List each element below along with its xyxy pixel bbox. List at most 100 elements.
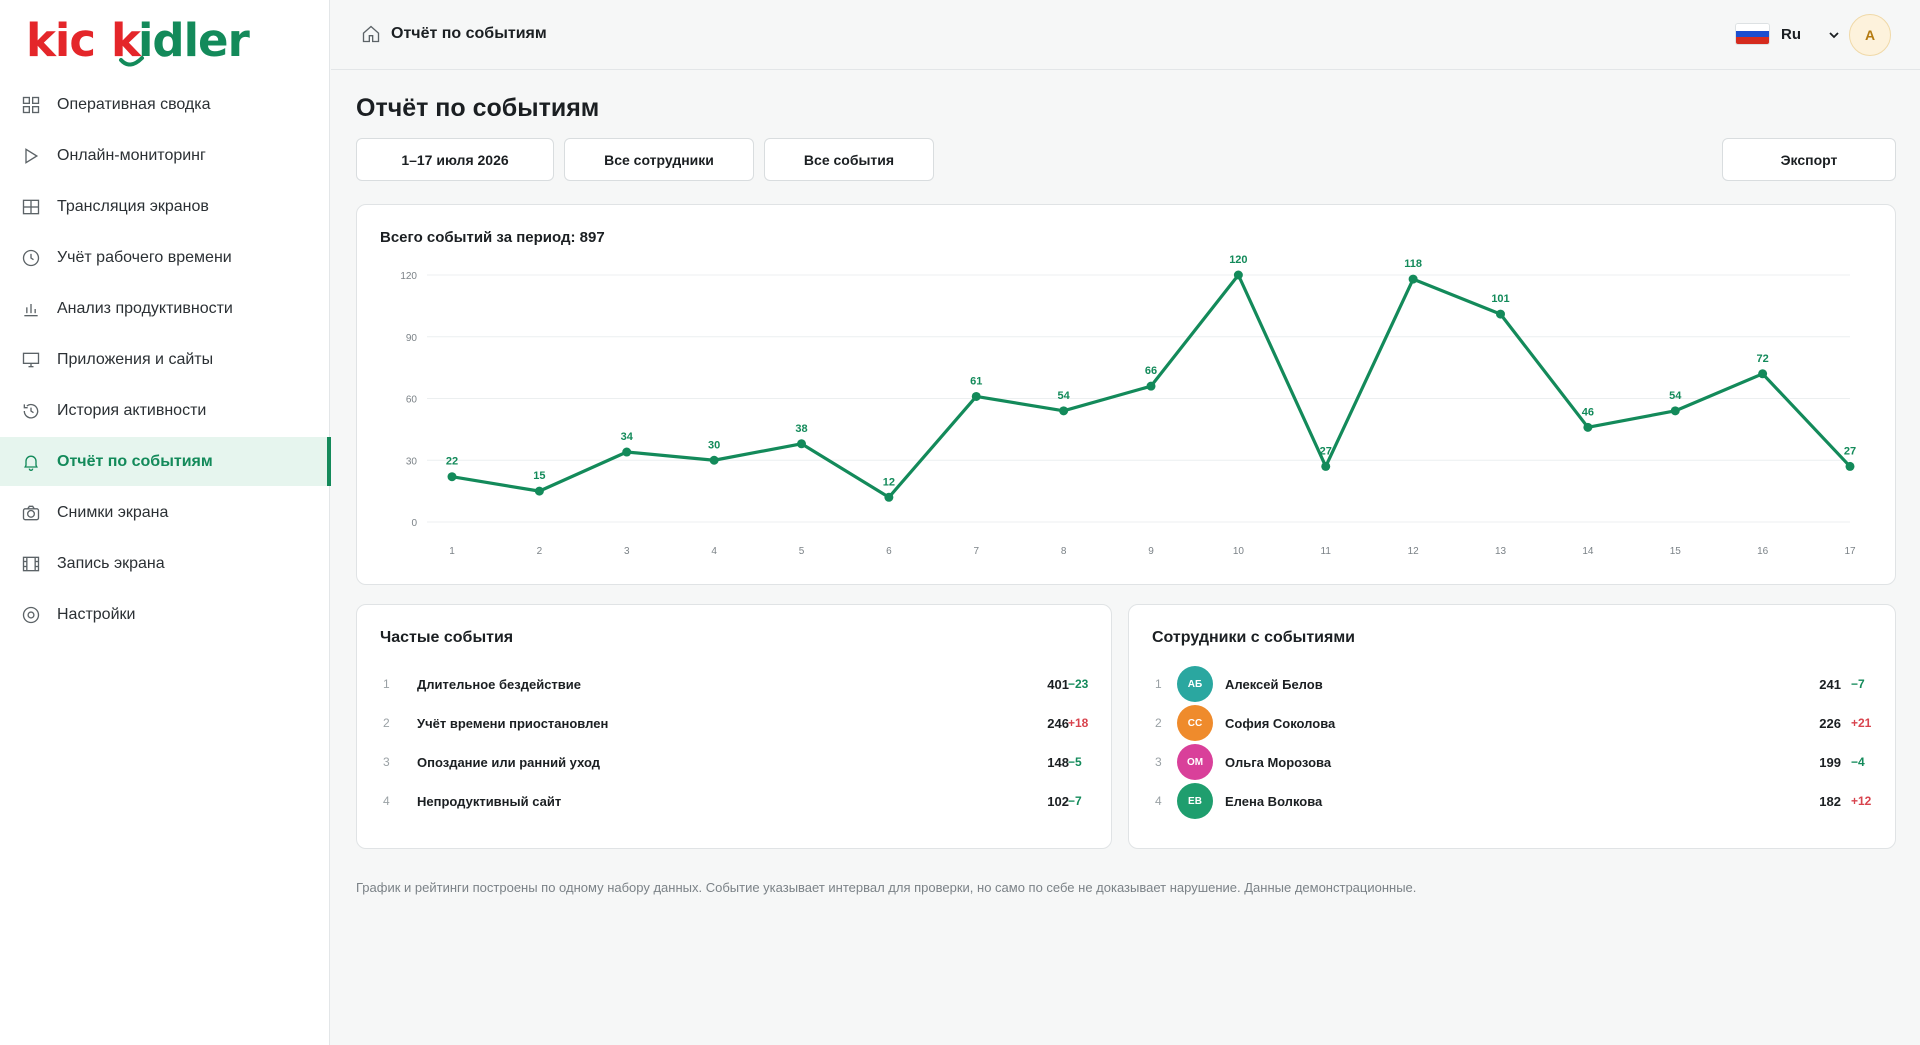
event-name: Учёт времени приостановлен <box>417 715 609 731</box>
employee-name: Елена Волкова <box>1225 793 1323 809</box>
data-label: 30 <box>708 439 720 451</box>
x-tick-label: 15 <box>1670 546 1682 557</box>
russia-flag-icon <box>1736 24 1769 44</box>
sidebar-item-label: Трансляция экранов <box>57 197 209 215</box>
data-point <box>1670 406 1680 416</box>
play-icon <box>20 145 42 167</box>
employee-row[interactable]: 3 ОМ Ольга Морозова 199 −4 <box>1129 744 1895 780</box>
data-point <box>622 447 632 457</box>
data-point <box>1758 369 1768 379</box>
topbar: Отчёт по событиям Ru А <box>331 0 1920 70</box>
y-tick-label: 120 <box>400 271 417 282</box>
event-count: 102 <box>1047 793 1069 809</box>
x-tick-label: 9 <box>1148 546 1154 557</box>
y-tick-label: 90 <box>406 333 418 344</box>
x-tick-label: 13 <box>1495 546 1507 557</box>
date-range-filter[interactable]: 1–17 июля 2026 <box>356 138 554 181</box>
sidebar-item-label: Запись экрана <box>57 554 165 572</box>
film-icon <box>20 553 42 575</box>
rank-number: 3 <box>1155 755 1162 769</box>
bell-icon <box>20 451 42 473</box>
sidebar-item-monitor[interactable]: Приложения и сайты <box>0 335 330 384</box>
data-point <box>971 391 981 401</box>
language-selector[interactable]: Ru <box>1736 24 1801 44</box>
sidebar-item-film[interactable]: Запись экрана <box>0 539 330 588</box>
camera-icon <box>20 502 42 524</box>
sidebar-item-play[interactable]: Онлайн-мониторинг <box>0 131 330 180</box>
employees-filter[interactable]: Все сотрудники <box>564 138 754 181</box>
sidebar-item-settings[interactable]: Настройки <box>0 590 330 639</box>
frequent-event-row[interactable]: 1 Длительное бездействие 401 −23 <box>357 666 1111 702</box>
event-delta: −5 <box>1068 755 1082 769</box>
data-label: 27 <box>1844 445 1856 457</box>
sidebar-item-screens[interactable]: Трансляция экранов <box>0 182 330 231</box>
sidebar-item-history[interactable]: История активности <box>0 386 330 435</box>
event-name: Опоздание или ранний уход <box>417 754 601 770</box>
chevron-down-icon[interactable] <box>1827 28 1841 42</box>
employee-row[interactable]: 4 ЕВ Елена Волкова 182 +12 <box>1129 783 1895 819</box>
events-filter[interactable]: Все события <box>764 138 934 181</box>
data-point <box>1146 381 1156 391</box>
x-tick-label: 11 <box>1321 546 1332 557</box>
sidebar-item-bar-chart[interactable]: Анализ продуктивности <box>0 284 330 333</box>
data-label: 46 <box>1582 406 1594 418</box>
employee-avatar: ЕВ <box>1177 783 1213 819</box>
sidebar-item-label: Приложения и сайты <box>57 350 214 368</box>
employee-row[interactable]: 1 АБ Алексей Белов 241 −7 <box>1129 666 1895 702</box>
employee-delta: +21 <box>1851 716 1872 730</box>
data-point <box>1059 406 1069 416</box>
event-count: 148 <box>1047 754 1069 770</box>
employee-count: 241 <box>1819 676 1841 692</box>
employee-count: 182 <box>1819 793 1841 809</box>
events-chart-card: Всего событий за период: 897 0 30 60 90 120 1… <box>356 204 1896 585</box>
employees-events-card: Сотрудники с событиями 1 АБ Алексей Белов 2… <box>1128 604 1896 849</box>
sidebar-item-bell[interactable]: Отчёт по событиям <box>0 437 331 486</box>
data-label: 54 <box>1058 390 1071 402</box>
sidebar-item-grid[interactable]: Оперативная сводка <box>0 80 330 129</box>
event-delta: +18 <box>1068 716 1089 730</box>
employee-delta: +12 <box>1851 794 1872 808</box>
rank-number: 2 <box>1155 716 1162 730</box>
frequent-event-row[interactable]: 4 Непродуктивный сайт 102 −7 <box>357 783 1111 819</box>
chart-title: Всего событий за период: 897 <box>380 229 605 246</box>
sidebar-item-camera[interactable]: Снимки экрана <box>0 488 330 537</box>
rank-number: 4 <box>1155 794 1162 808</box>
frequent-events-title: Частые события <box>380 629 514 646</box>
x-tick-label: 2 <box>537 546 543 557</box>
event-count: 401 <box>1047 676 1069 692</box>
screens-icon <box>20 196 42 218</box>
rank-number: 3 <box>383 755 390 769</box>
svg-text:kic: kic <box>26 14 95 67</box>
data-label: 12 <box>883 476 895 488</box>
rank-number: 4 <box>383 794 390 808</box>
event-count: 246 <box>1047 715 1069 731</box>
data-point <box>1408 274 1418 284</box>
language-label: Ru <box>1781 25 1801 43</box>
event-delta: −7 <box>1068 794 1082 808</box>
x-tick-label: 7 <box>973 546 979 557</box>
sidebar-item-label: Онлайн-мониторинг <box>57 146 206 164</box>
employee-avatar: АБ <box>1177 666 1213 702</box>
employee-name: София Соколова <box>1225 715 1336 731</box>
export-button[interactable]: Экспорт <box>1722 138 1896 181</box>
employee-delta: −7 <box>1851 677 1865 691</box>
footnote: График и рейтинги построены по одному на… <box>356 880 1417 895</box>
y-tick-label: 30 <box>406 456 418 467</box>
x-tick-label: 17 <box>1844 546 1856 557</box>
employee-row[interactable]: 2 СС София Соколова 226 +21 <box>1129 705 1895 741</box>
data-label: 22 <box>446 456 458 468</box>
user-avatar[interactable]: А <box>1849 14 1891 56</box>
grid-icon <box>20 94 42 116</box>
frequent-events-card: Частые события 1 Длительное бездействие 40… <box>356 604 1112 849</box>
sidebar-nav: Оперативная сводка Онлайн-мониторинг Транс… <box>0 80 331 641</box>
data-label: 72 <box>1757 353 1769 365</box>
frequent-event-row[interactable]: 2 Учёт времени приостановлен 246 +18 <box>357 705 1111 741</box>
sidebar-item-clock[interactable]: Учёт рабочего времени <box>0 233 330 282</box>
home-icon[interactable] <box>361 24 381 44</box>
data-point <box>1845 461 1855 471</box>
history-icon <box>20 400 42 422</box>
sidebar-item-label: Настройки <box>57 605 136 623</box>
sidebar-item-label: Отчёт по событиям <box>57 452 213 470</box>
kickidler-logo[interactable]: kic k idler <box>26 10 256 72</box>
frequent-event-row[interactable]: 3 Опоздание или ранний уход 148 −5 <box>357 744 1111 780</box>
